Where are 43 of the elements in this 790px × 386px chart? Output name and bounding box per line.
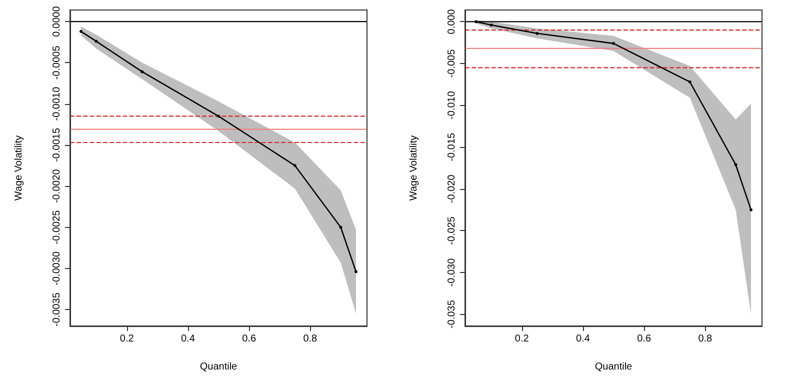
point: [750, 208, 752, 212]
y-tick-label: -0.0035: [52, 292, 62, 327]
y-tick-label: -0.030: [446, 258, 458, 287]
x-tick-label: 0.8: [303, 334, 318, 344]
y-tick-label: -0.025: [446, 216, 458, 245]
x-tick-label: 0.6: [637, 334, 652, 344]
x-tick-label: 0.4: [576, 334, 590, 344]
point: [612, 42, 615, 45]
x-tick-label: 0.2: [120, 334, 134, 344]
point: [293, 164, 296, 168]
point: [217, 114, 220, 118]
x-axis-title: Quantile: [200, 362, 238, 372]
point: [474, 20, 478, 24]
point: [140, 70, 144, 74]
y-tick-label: -0.010: [446, 90, 458, 120]
y-tick-label: -0.005: [446, 48, 458, 78]
y-tick-label: -0.0005: [52, 45, 62, 80]
y-tick-label: -0.015: [446, 132, 458, 162]
point: [339, 226, 342, 229]
y-tick-label: -0.020: [446, 174, 458, 204]
y-axis-title: Wage Volatility: [14, 135, 24, 201]
point: [734, 163, 738, 166]
y-tick-label: -0.0020: [52, 168, 62, 204]
y-tick-label: -0.0025: [52, 210, 62, 244]
y-axis-title: Wage Volatility: [408, 135, 420, 201]
point: [688, 80, 692, 84]
line-series: [80, 30, 358, 274]
x-tick-label: 0.4: [180, 334, 196, 344]
point: [536, 32, 539, 35]
point: [80, 30, 82, 33]
x-tick-label: 0.8: [698, 334, 713, 344]
x-axis-title: Quantile: [594, 362, 633, 372]
point: [94, 40, 98, 43]
y-tick-label: -0.0030: [52, 251, 62, 286]
point: [490, 24, 493, 27]
x-tick-label: 0.2: [514, 334, 530, 344]
point: [354, 270, 358, 274]
y-tick-label: -0.035: [446, 300, 458, 328]
x-tick-label: 0.6: [242, 334, 256, 344]
y-tick-label: 0.0000: [52, 6, 62, 37]
y-tick-label: -0.0015: [52, 128, 62, 162]
y-tick-label: 0.000: [446, 8, 458, 34]
y-tick-label: -0.0010: [52, 86, 62, 121]
